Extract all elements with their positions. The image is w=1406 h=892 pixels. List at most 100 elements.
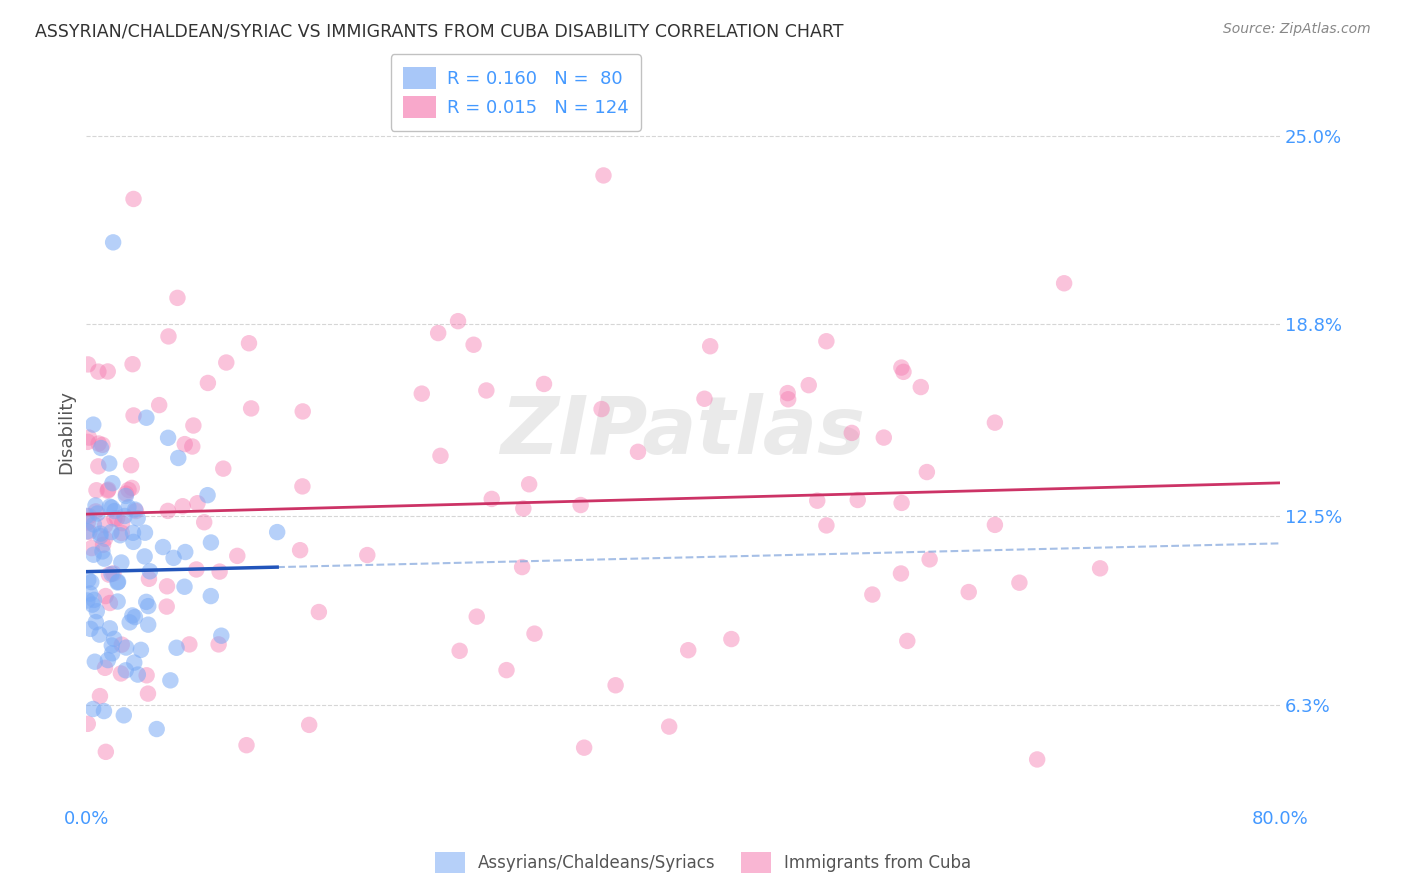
Point bbox=[83, 655, 105, 669]
Point bbox=[91, 538, 114, 552]
Point bbox=[98, 500, 121, 514]
Point bbox=[166, 640, 188, 655]
Point bbox=[108, 528, 131, 542]
Point bbox=[208, 565, 231, 579]
Point bbox=[125, 504, 148, 518]
Point bbox=[89, 627, 111, 641]
Point bbox=[115, 486, 138, 500]
Point bbox=[266, 525, 288, 540]
Point bbox=[815, 334, 838, 349]
Point bbox=[778, 392, 800, 407]
Point bbox=[94, 745, 117, 759]
Point bbox=[200, 535, 222, 549]
Point bbox=[97, 483, 120, 498]
Point bbox=[896, 634, 918, 648]
Point bbox=[1053, 277, 1076, 291]
Point bbox=[98, 567, 121, 582]
Point bbox=[77, 431, 100, 445]
Point bbox=[1088, 561, 1111, 575]
Point bbox=[91, 438, 114, 452]
Point bbox=[533, 376, 555, 391]
Point bbox=[115, 640, 138, 655]
Y-axis label: Disability: Disability bbox=[58, 391, 75, 475]
Point bbox=[512, 501, 534, 516]
Point bbox=[77, 358, 100, 372]
Point bbox=[114, 489, 136, 503]
Point bbox=[517, 477, 540, 491]
Point bbox=[103, 504, 125, 518]
Point bbox=[212, 461, 235, 475]
Point bbox=[893, 365, 915, 379]
Point bbox=[356, 548, 378, 562]
Point bbox=[107, 574, 129, 589]
Point bbox=[860, 588, 883, 602]
Point bbox=[298, 718, 321, 732]
Point bbox=[156, 504, 179, 518]
Point bbox=[957, 585, 980, 599]
Point bbox=[186, 562, 208, 576]
Point bbox=[98, 596, 121, 610]
Point bbox=[156, 579, 179, 593]
Point bbox=[658, 720, 681, 734]
Point bbox=[411, 386, 433, 401]
Point bbox=[100, 524, 122, 539]
Point bbox=[91, 544, 114, 558]
Point bbox=[209, 629, 232, 643]
Point bbox=[238, 336, 260, 351]
Text: ASSYRIAN/CHALDEAN/SYRIAC VS IMMIGRANTS FROM CUBA DISABILITY CORRELATION CHART: ASSYRIAN/CHALDEAN/SYRIAC VS IMMIGRANTS F… bbox=[35, 22, 844, 40]
Point bbox=[215, 355, 238, 369]
Point bbox=[226, 549, 249, 563]
Point bbox=[235, 738, 257, 752]
Point bbox=[114, 508, 136, 523]
Point bbox=[157, 431, 180, 445]
Point bbox=[890, 496, 912, 510]
Point bbox=[197, 376, 219, 390]
Point bbox=[82, 702, 104, 716]
Point bbox=[117, 500, 139, 515]
Point bbox=[134, 525, 156, 540]
Point bbox=[127, 511, 149, 525]
Point bbox=[76, 508, 98, 523]
Point bbox=[605, 678, 627, 692]
Point bbox=[179, 637, 201, 651]
Point bbox=[174, 545, 197, 559]
Point bbox=[465, 609, 488, 624]
Point bbox=[447, 314, 470, 328]
Point bbox=[200, 589, 222, 603]
Text: ZIPatlas: ZIPatlas bbox=[501, 393, 866, 472]
Point bbox=[139, 564, 162, 578]
Point bbox=[103, 511, 125, 525]
Point bbox=[122, 409, 145, 423]
Point bbox=[1008, 575, 1031, 590]
Point bbox=[86, 483, 108, 498]
Point bbox=[136, 599, 159, 613]
Point bbox=[127, 667, 149, 681]
Point bbox=[173, 580, 195, 594]
Point bbox=[89, 689, 111, 703]
Point bbox=[83, 548, 105, 562]
Point bbox=[84, 499, 107, 513]
Point bbox=[82, 598, 104, 612]
Point bbox=[890, 566, 912, 581]
Point bbox=[76, 716, 98, 731]
Point bbox=[136, 617, 159, 632]
Point bbox=[118, 615, 141, 630]
Point bbox=[693, 392, 716, 406]
Point bbox=[1026, 752, 1049, 766]
Text: Source: ZipAtlas.com: Source: ZipAtlas.com bbox=[1223, 22, 1371, 37]
Point bbox=[101, 646, 124, 660]
Point bbox=[86, 507, 108, 521]
Point bbox=[291, 479, 314, 493]
Point bbox=[676, 643, 699, 657]
Point bbox=[87, 365, 110, 379]
Point bbox=[288, 543, 311, 558]
Point bbox=[97, 483, 120, 497]
Point bbox=[77, 508, 100, 523]
Point bbox=[159, 673, 181, 688]
Point bbox=[910, 380, 932, 394]
Point bbox=[121, 481, 143, 495]
Point bbox=[449, 644, 471, 658]
Point bbox=[121, 608, 143, 623]
Point bbox=[122, 525, 145, 540]
Point bbox=[82, 417, 104, 432]
